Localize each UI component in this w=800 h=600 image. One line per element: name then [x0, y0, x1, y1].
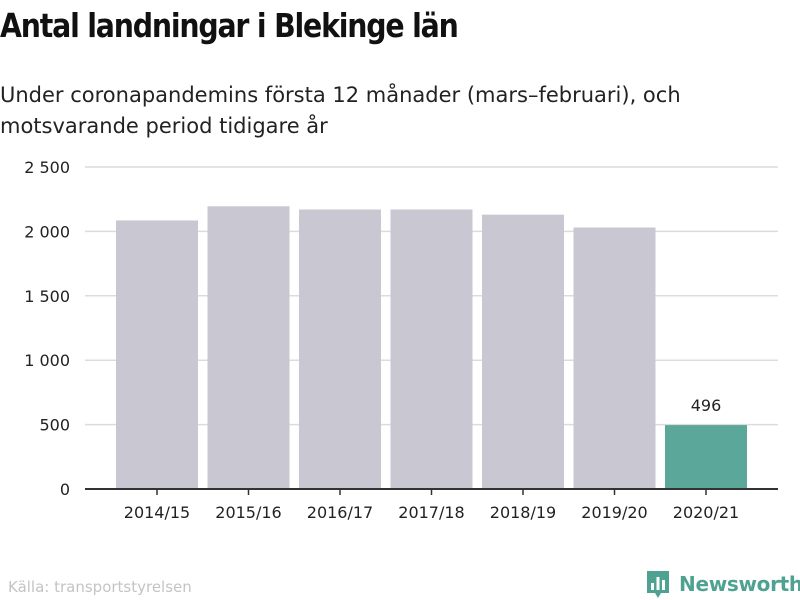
bar-2017-18: [390, 209, 473, 489]
brand-name: Newsworthy: [679, 572, 800, 596]
source-note: Källa: transportstyrelsen: [8, 578, 192, 596]
y-tick-label: 2 500: [24, 158, 70, 177]
x-tick-label: 2014/15: [124, 503, 190, 522]
x-tick-label: 2015/16: [215, 503, 281, 522]
chart-title: Antal landningar i Blekinge län: [0, 6, 459, 45]
data-labels: 496: [691, 396, 722, 415]
x-tick-label: 2016/17: [307, 503, 373, 522]
x-tick-label: 2019/20: [581, 503, 647, 522]
x-axis-tick-labels: 2014/15 2015/16 2016/17 2017/18 2018/19 2019/…: [124, 503, 739, 522]
bars: [116, 206, 747, 489]
chart-subtitle: Under coronapandemins första 12 månader …: [0, 83, 681, 138]
bar-2018-19: [482, 214, 564, 489]
x-tick-label: 2017/18: [398, 503, 464, 522]
x-tick-label: 2018/19: [490, 503, 556, 522]
y-tick-label: 500: [39, 416, 70, 435]
y-tick-label: 0: [60, 480, 70, 499]
newsworthy-logo: Newsworthy: [645, 569, 800, 599]
bar-2016-17: [299, 209, 381, 489]
bar-chart: 0 500 1 000 1 500 2 000 2 500 496 2014/15 2015…: [24, 158, 778, 522]
bar-2014-15: [116, 220, 198, 489]
x-axis: [85, 488, 778, 495]
y-tick-label: 1 500: [24, 287, 70, 306]
bar-2019-20: [573, 227, 656, 489]
y-axis-tick-labels: 0 500 1 000 1 500 2 000 2 500: [24, 158, 70, 499]
y-tick-label: 1 000: [24, 351, 70, 370]
x-tick-label: 2020/21: [673, 503, 739, 522]
bar-2020-21: [665, 425, 747, 489]
data-label: 496: [691, 396, 722, 415]
bar-2015-16: [207, 206, 290, 489]
bar-chart-logo-icon: [647, 571, 669, 598]
y-tick-label: 2 000: [24, 222, 70, 241]
